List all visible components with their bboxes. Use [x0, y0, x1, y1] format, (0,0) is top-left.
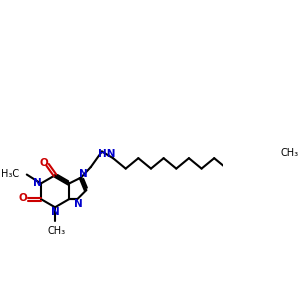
Text: HN: HN	[98, 149, 116, 160]
Text: O: O	[40, 158, 48, 168]
Text: H₃C: H₃C	[1, 169, 19, 179]
Text: N: N	[79, 169, 88, 179]
Text: N: N	[33, 178, 42, 188]
Text: CH₃: CH₃	[280, 148, 299, 158]
Text: CH₃: CH₃	[47, 226, 66, 236]
Text: N: N	[74, 199, 82, 208]
Text: O: O	[19, 193, 27, 203]
Text: N: N	[51, 207, 60, 217]
